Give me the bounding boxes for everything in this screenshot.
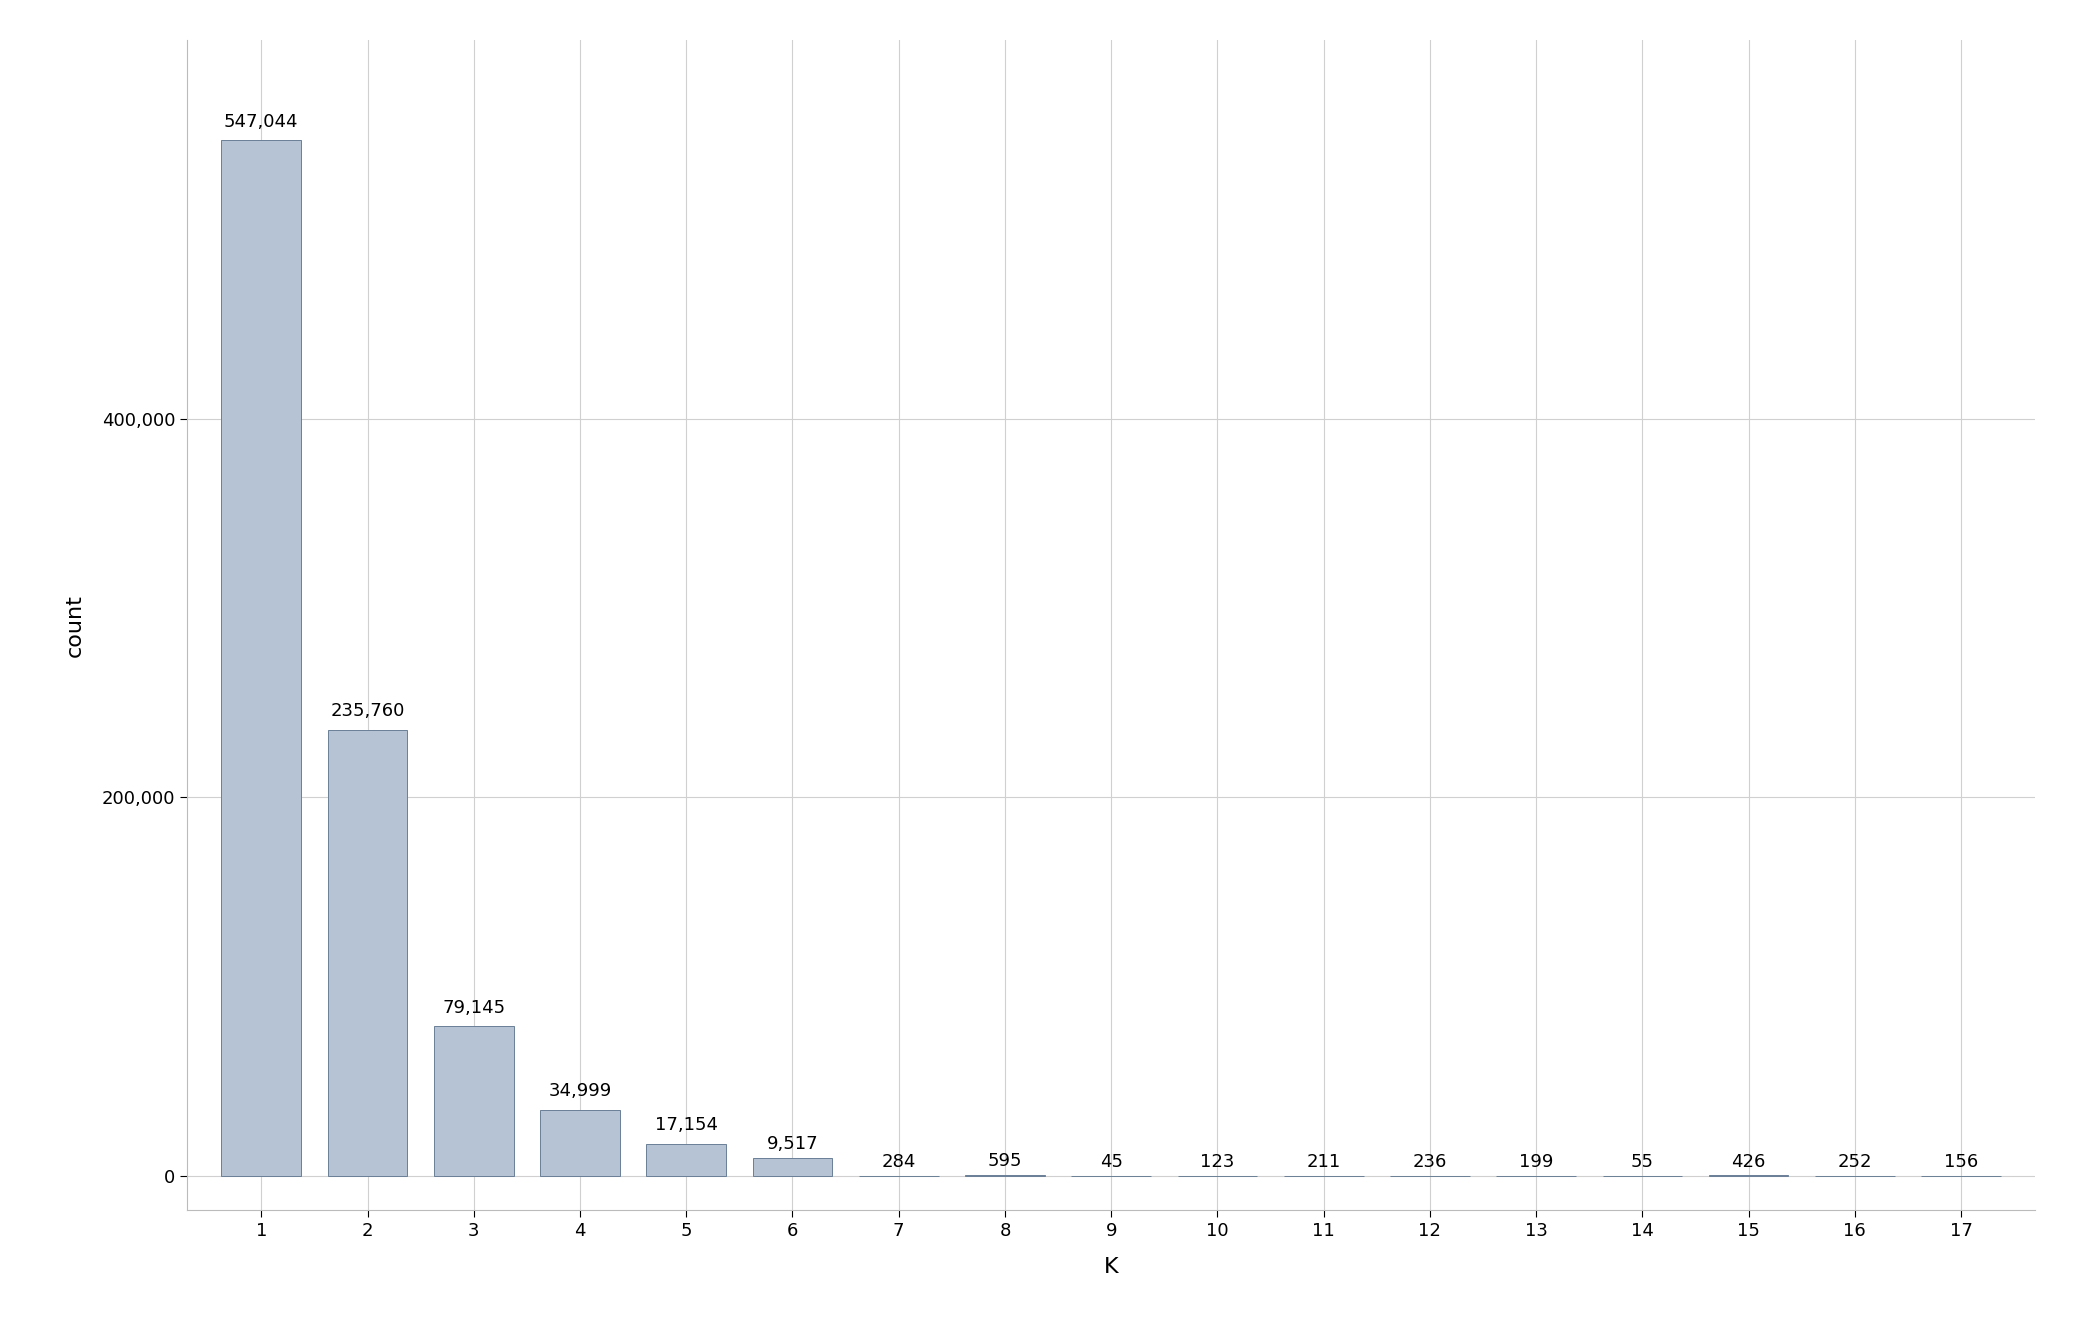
Bar	[752, 1158, 833, 1176]
Text: 156: 156	[1944, 1153, 1977, 1172]
Text: 284: 284	[881, 1153, 916, 1170]
Text: 236: 236	[1412, 1153, 1448, 1170]
Text: 547,044: 547,044	[224, 113, 299, 130]
Text: 9,517: 9,517	[766, 1136, 818, 1153]
Text: 79,145: 79,145	[442, 999, 505, 1017]
Text: 426: 426	[1732, 1153, 1765, 1170]
Text: 17,154: 17,154	[654, 1116, 719, 1134]
Text: 235,760: 235,760	[330, 702, 405, 721]
Bar	[434, 1027, 513, 1176]
Bar	[540, 1111, 619, 1176]
Bar	[646, 1144, 727, 1176]
Text: 252: 252	[1838, 1153, 1871, 1170]
Text: 34,999: 34,999	[548, 1083, 611, 1100]
Text: 199: 199	[1518, 1153, 1554, 1172]
Text: 123: 123	[1201, 1153, 1234, 1172]
Bar	[328, 730, 407, 1176]
Text: 55: 55	[1630, 1153, 1653, 1172]
Text: 45: 45	[1099, 1153, 1124, 1172]
Bar	[222, 140, 301, 1176]
Text: 595: 595	[989, 1152, 1022, 1170]
Y-axis label: count: count	[64, 593, 85, 657]
X-axis label: K: K	[1103, 1257, 1120, 1277]
Text: 211: 211	[1306, 1153, 1342, 1172]
